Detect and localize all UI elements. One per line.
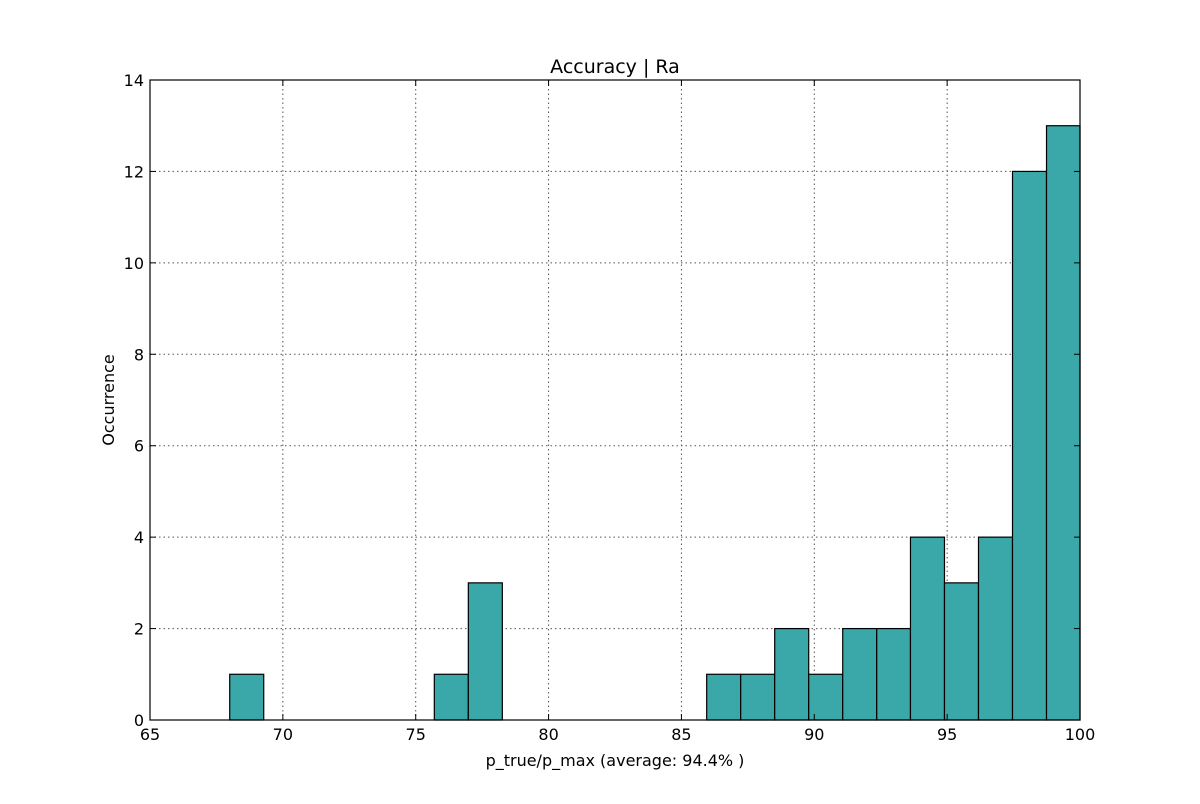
histogram-bar (977, 536, 1014, 721)
y-tick-label: 14 (124, 71, 144, 90)
x-tick-label: 100 (1065, 725, 1096, 744)
x-tick-label: 85 (671, 725, 691, 744)
histogram-bar (740, 673, 776, 721)
x-axis-label: p_true/p_max (average: 94.4% ) (486, 751, 745, 771)
x-tick-label: 65 (140, 725, 160, 744)
histogram-bar (909, 536, 946, 721)
y-tick-label: 0 (134, 711, 144, 730)
chart-title: Accuracy | Ra (550, 56, 680, 78)
y-axis-ticks: 0 2 4 6 8 10 12 14 (124, 71, 1080, 730)
histogram-bar (876, 627, 912, 721)
y-tick-label: 10 (124, 254, 144, 273)
y-tick-label: 4 (134, 528, 144, 547)
y-tick-label: 6 (134, 437, 144, 456)
x-tick-label: 75 (406, 725, 426, 744)
plot-frame (149, 79, 1081, 721)
histogram-bar (842, 627, 878, 721)
x-tick-label: 80 (538, 725, 558, 744)
histogram-bar (433, 673, 469, 721)
y-tick-label: 8 (134, 345, 144, 364)
histogram-bar (1011, 170, 1048, 721)
histogram-bars (229, 125, 1081, 721)
axes (149, 79, 1081, 721)
histogram-bar (706, 673, 742, 721)
x-tick-label: 70 (273, 725, 293, 744)
histogram-bar (943, 582, 980, 721)
y-tick-label: 2 (134, 620, 144, 639)
histogram-bar (808, 673, 844, 721)
y-tick-label: 12 (124, 162, 144, 181)
x-tick-label: 90 (804, 725, 824, 744)
histogram-bar (1045, 125, 1081, 721)
x-tick-label: 95 (937, 725, 957, 744)
x-axis-ticks: 65 70 75 80 85 90 95 100 (140, 80, 1095, 744)
y-axis-label: Occurrence (99, 354, 118, 445)
histogram-bar (229, 673, 265, 721)
histogram-bar (467, 582, 503, 721)
histogram-bar (774, 627, 810, 721)
